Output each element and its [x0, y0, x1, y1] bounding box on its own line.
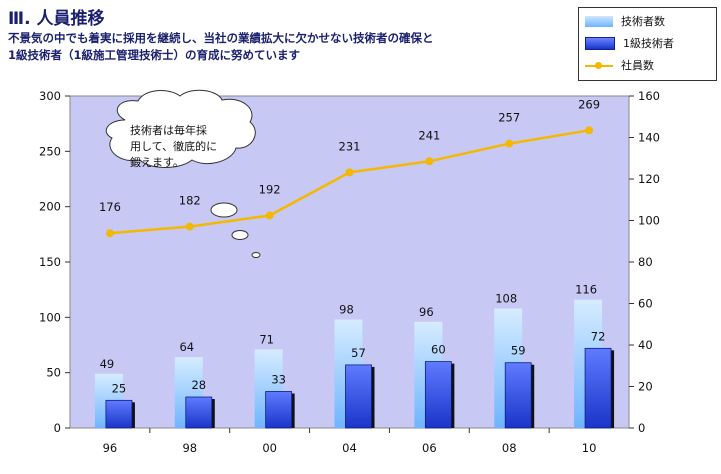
- thought-dot-small: [251, 252, 261, 258]
- left-axis-tick-label: 150: [39, 255, 61, 269]
- bar-first-class: [265, 391, 293, 429]
- data-label-first-class: 33: [271, 372, 286, 386]
- data-label-employees: 176: [99, 200, 121, 214]
- speech-bubble-line: 技術者は毎年採: [130, 123, 207, 137]
- legend-item-employees: 社員数: [585, 57, 654, 73]
- legend-item-first-class: 1級技術者: [585, 35, 674, 51]
- data-label-engineers: 108: [495, 291, 517, 305]
- bar-first-class: [424, 361, 452, 429]
- bar-first-class: [584, 347, 612, 429]
- subtitle-line-2: 1級技術者（1級施工管理技術士）の育成に努めています: [8, 48, 301, 62]
- legend-label-first-class: 1級技術者: [623, 37, 674, 50]
- right-axis-tick-label: 120: [638, 172, 660, 186]
- data-label-first-class: 60: [431, 343, 446, 357]
- speech-bubble-line: 用して、徹底的に: [130, 139, 217, 153]
- speech-bubble: [105, 89, 256, 168]
- bar-first-class: [185, 396, 213, 429]
- point-employees: [425, 157, 434, 166]
- x-axis-tick-label: 06: [422, 441, 437, 455]
- right-axis-tick-label: 60: [638, 297, 653, 311]
- left-axis-tick-label: 50: [46, 366, 61, 380]
- legend-label-engineers: 技術者数: [621, 15, 665, 28]
- legend-swatch-first-class: [585, 36, 615, 50]
- subtitle-line-1: 不景気の中でも着実に採用を継続し、当社の業績拡大に欠かせない技術者の確保と: [8, 31, 434, 45]
- bar-first-class: [345, 364, 372, 429]
- data-label-employees: 182: [179, 194, 201, 208]
- data-label-engineers: 116: [575, 283, 597, 297]
- data-label-employees: 257: [498, 111, 520, 125]
- point-employees: [585, 126, 594, 135]
- data-label-first-class: 72: [591, 329, 606, 343]
- x-axis-tick-label: 10: [582, 441, 597, 455]
- data-label-engineers: 96: [419, 305, 434, 319]
- point-employees: [105, 229, 114, 238]
- point-employees: [505, 139, 514, 148]
- right-axis-tick-label: 100: [638, 214, 660, 228]
- data-label-employees: 192: [259, 183, 281, 197]
- data-label-employees: 269: [578, 97, 600, 111]
- data-label-employees: 241: [418, 128, 440, 142]
- data-label-engineers: 64: [179, 340, 194, 354]
- legend-item-engineers: 技術者数: [585, 13, 665, 29]
- x-axis-tick-label: 08: [502, 441, 517, 455]
- data-label-first-class: 57: [351, 346, 366, 360]
- point-employees: [265, 211, 274, 220]
- thought-dot-large: [210, 202, 238, 218]
- legend: 技術者数 1級技術者 社員数: [578, 7, 717, 81]
- x-axis-tick-label: 98: [182, 441, 197, 455]
- right-axis-tick-label: 20: [638, 380, 653, 394]
- left-axis-tick-label: 200: [39, 200, 61, 214]
- right-axis-tick-label: 0: [638, 421, 645, 435]
- point-employees: [345, 168, 354, 177]
- left-axis-tick-label: 0: [54, 421, 61, 435]
- x-axis-tick-label: 96: [103, 441, 118, 455]
- x-axis-tick-label: 00: [262, 441, 277, 455]
- data-label-employees: 231: [339, 139, 361, 153]
- x-axis-tick-label: 04: [342, 441, 357, 455]
- bar-first-class: [504, 362, 532, 429]
- data-label-engineers: 98: [339, 303, 354, 317]
- left-axis-tick-label: 100: [39, 310, 61, 324]
- chart-title: Ⅲ. 人員推移: [8, 9, 105, 29]
- data-label-engineers: 49: [100, 357, 115, 371]
- point-employees: [185, 222, 194, 231]
- right-axis-tick-label: 160: [638, 89, 660, 103]
- data-label-first-class: 28: [191, 378, 206, 392]
- speech-bubble-line: 鍛えます。: [130, 155, 184, 169]
- right-axis-tick-label: 40: [638, 338, 653, 352]
- data-label-first-class: 59: [511, 344, 526, 358]
- left-axis-tick-label: 300: [39, 89, 61, 103]
- legend-swatch-employees: [585, 60, 613, 71]
- right-axis-tick-label: 140: [638, 131, 660, 145]
- data-label-engineers: 71: [259, 332, 274, 346]
- left-axis-tick-label: 250: [39, 144, 61, 158]
- right-axis-tick-label: 80: [638, 255, 653, 269]
- chart-subtitle: 不景気の中でも着実に採用を継続し、当社の業績拡大に欠かせない技術者の確保と 1級…: [8, 30, 568, 64]
- legend-label-employees: 社員数: [621, 59, 654, 72]
- legend-swatch-engineers: [585, 15, 613, 27]
- thought-dot-medium: [231, 230, 249, 240]
- data-label-first-class: 25: [112, 381, 127, 395]
- bar-first-class: [105, 399, 133, 429]
